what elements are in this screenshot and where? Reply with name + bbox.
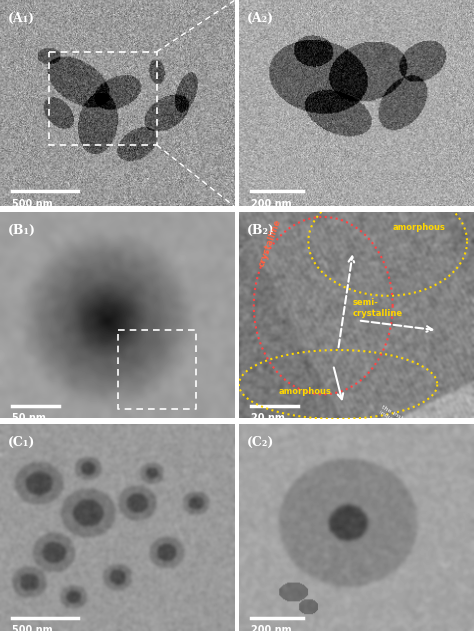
Text: (B₁): (B₁): [8, 224, 36, 237]
Text: (B₂): (B₂): [247, 224, 275, 237]
Text: 20 nm: 20 nm: [251, 413, 285, 423]
Text: semi-
crystalline: semi- crystalline: [353, 298, 403, 317]
Text: 500 nm: 500 nm: [12, 199, 53, 209]
Text: (A₁): (A₁): [8, 13, 35, 25]
Text: crystalline: crystalline: [257, 218, 283, 268]
Text: 500 nm: 500 nm: [12, 625, 53, 631]
Text: 200 nm: 200 nm: [251, 199, 292, 209]
Text: the inside-out
induced crystallization: the inside-out induced crystallization: [378, 404, 445, 449]
Text: amorphous: amorphous: [392, 223, 446, 232]
Text: 50 nm: 50 nm: [12, 413, 46, 423]
Text: amorphous: amorphous: [279, 387, 331, 396]
Text: (C₂): (C₂): [247, 436, 274, 449]
Text: 200 nm: 200 nm: [251, 625, 292, 631]
Text: (A₂): (A₂): [247, 13, 274, 25]
Text: (C₁): (C₁): [8, 436, 35, 449]
